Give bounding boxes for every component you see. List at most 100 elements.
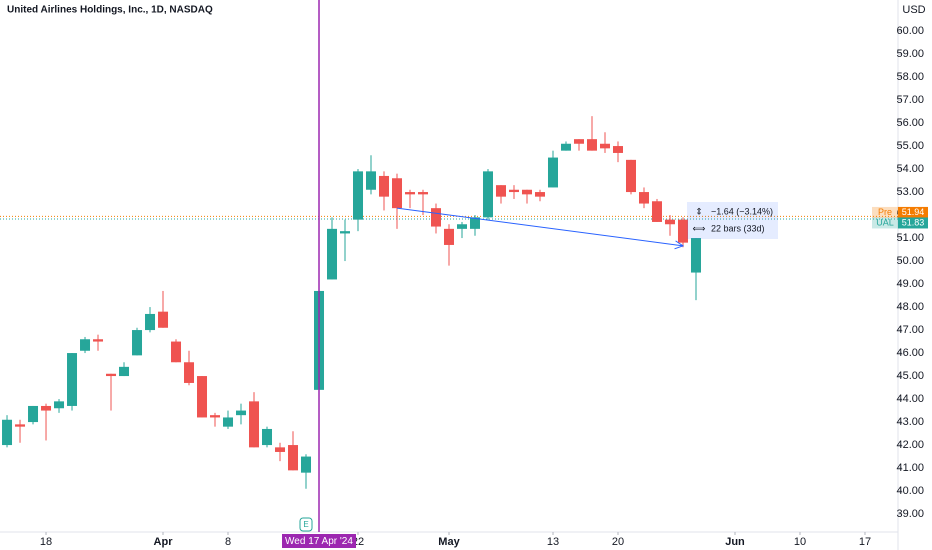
candle-body	[482, 171, 493, 218]
candle-body	[431, 208, 442, 227]
y-tick-label: 58.00	[896, 71, 924, 83]
candle-body	[677, 219, 688, 243]
candle-body	[599, 143, 610, 149]
candle-body	[249, 401, 260, 448]
measure-change: −1.64 (−3.14%)	[711, 206, 773, 216]
y-tick-label: 44.00	[896, 393, 924, 405]
candle-body	[93, 339, 104, 342]
y-tick-label: 47.00	[896, 324, 924, 336]
y-tick-label: 49.00	[896, 278, 924, 290]
candle-body	[638, 192, 649, 204]
candle-body	[197, 376, 208, 418]
x-tick-label: 17	[859, 536, 871, 548]
x-tick-label: 8	[225, 536, 231, 548]
price-badge-value: 51.83	[902, 217, 925, 227]
y-tick-label: 42.00	[896, 439, 924, 451]
candle-body	[275, 447, 286, 452]
y-tick-label: 57.00	[896, 94, 924, 106]
y-tick-label: 43.00	[896, 416, 924, 428]
candle-body	[495, 185, 506, 197]
candle-body	[184, 362, 195, 383]
x-tick-label: 18	[40, 536, 52, 548]
x-tick-label: 13	[547, 536, 559, 548]
candle-body	[418, 192, 429, 195]
y-tick-label: 39.00	[896, 508, 924, 520]
candle-body	[301, 456, 312, 473]
candle-body	[353, 171, 364, 220]
price-badge-value: 51.94	[902, 207, 925, 217]
price-badge-value-box	[898, 217, 928, 229]
y-tick-label: 59.00	[896, 48, 924, 60]
candle-body	[690, 238, 701, 273]
price-badge-value-box	[898, 206, 928, 218]
candle-body	[327, 228, 338, 280]
candle-body	[119, 366, 130, 377]
candle-body	[106, 373, 117, 377]
y-tick-label: 53.00	[896, 186, 924, 198]
candle-body	[171, 341, 182, 363]
candle-body	[379, 175, 390, 197]
event-label: E	[303, 520, 308, 529]
measure-icon: ⇕	[695, 206, 703, 216]
x-tick-label: Jun	[725, 536, 745, 548]
candle-body	[456, 224, 467, 229]
candle-body	[586, 139, 597, 151]
crosshair-label: Wed 17 Apr '24	[285, 536, 353, 547]
candle-body	[15, 424, 26, 427]
x-tick-label: Apr	[154, 536, 174, 548]
y-tick-label: 40.00	[896, 485, 924, 497]
y-tick-label: 60.00	[896, 25, 924, 37]
candle-body	[223, 417, 234, 427]
candle-body	[573, 139, 584, 144]
candle-body	[366, 171, 377, 190]
candle-body	[625, 159, 636, 193]
candle-body	[405, 192, 416, 195]
candle-body	[534, 192, 545, 197]
candle-body	[28, 405, 39, 423]
candle-body	[288, 445, 299, 471]
price-badge-name-box	[872, 217, 898, 229]
y-tick-label: 41.00	[896, 462, 924, 474]
candle-body	[158, 311, 169, 328]
measure-bars: 22 bars (33d)	[711, 223, 765, 233]
measure-icon: ⟺	[693, 223, 706, 233]
candle-body	[664, 219, 675, 225]
candle-body	[132, 330, 143, 356]
x-tick-label: May	[438, 536, 460, 548]
candle-body	[340, 231, 351, 234]
price-badge-name-box	[872, 206, 898, 218]
y-tick-label: 48.00	[896, 301, 924, 313]
candle-body	[54, 401, 65, 409]
y-tick-label: 50.00	[896, 255, 924, 267]
candle-body	[612, 146, 623, 153]
chart-title: United Airlines Holdings, Inc., 1D, NASD…	[7, 5, 213, 16]
crosshair-label-box	[282, 534, 357, 548]
y-tick-label: 45.00	[896, 370, 924, 382]
candle-body	[2, 419, 13, 446]
candle-body	[236, 410, 247, 416]
event-marker	[299, 517, 313, 532]
y-tick-label: 51.00	[896, 232, 924, 244]
candle-body	[508, 189, 519, 193]
measure-arrowhead	[674, 240, 685, 250]
candle-body	[560, 143, 571, 151]
y-tick-label: 55.00	[896, 140, 924, 152]
candle-body	[521, 189, 532, 195]
candle-body	[67, 353, 78, 406]
measure-box	[687, 202, 778, 239]
candle-body	[80, 339, 91, 351]
candle-body	[651, 201, 662, 222]
candle-body	[392, 178, 403, 209]
x-tick-label: 20	[612, 536, 624, 548]
price-badge-name: UAL	[876, 217, 894, 227]
measure-arrow	[396, 207, 684, 247]
candle-body	[547, 157, 558, 188]
y-tick-label: 46.00	[896, 347, 924, 359]
price-badge-name: Pre	[878, 207, 892, 217]
candle-body	[145, 313, 156, 331]
candle-body	[41, 405, 52, 411]
y-tick-label: 56.00	[896, 117, 924, 129]
candle-body	[210, 415, 221, 418]
